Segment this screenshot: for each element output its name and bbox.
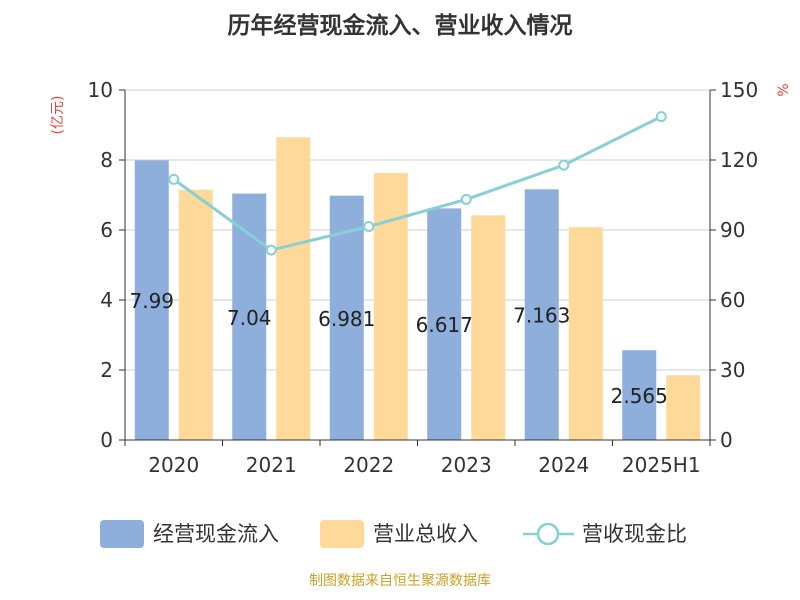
left-axis-tick-label: 10 (88, 78, 113, 102)
ratio-point (558, 159, 570, 171)
bar-revenue (178, 189, 213, 440)
bar-revenue (471, 215, 506, 440)
bar-revenue (568, 227, 603, 440)
chart-title: 历年经营现金流入、营业收入情况 (228, 12, 573, 39)
bar-cash-inflow (134, 160, 169, 440)
legend-label-revenue: 营业总收入 (373, 522, 478, 546)
ratio-point (460, 193, 472, 205)
bar-cash-inflow (427, 208, 462, 440)
left-axis-tick-label: 6 (100, 218, 113, 242)
left-axis-unit: (亿元) (50, 96, 66, 135)
legend-swatch-revenue (320, 520, 364, 548)
left-axis-tick-label: 2 (100, 358, 113, 382)
right-axis-tick-label: 150 (720, 78, 758, 102)
data-labels: 7.99 7.04 6.981 6.617 7.163 2.565 (129, 289, 667, 408)
left-axis-tick-label: 4 (100, 288, 113, 312)
ratio-point (655, 111, 667, 123)
legend-label-ratio: 营收现金比 (582, 522, 687, 546)
left-axis-tick-label: 8 (100, 148, 113, 172)
x-axis-tick-label: 2025H1 (622, 453, 701, 477)
ratio-line-path (172, 115, 662, 252)
data-label-cash-inflow: 7.163 (513, 304, 570, 328)
x-axis-tick-label: 2023 (441, 453, 492, 477)
axes: 0 2 4 6 8 10 0 30 60 90 120 150 2020 2021 2022 2023 2024… (88, 78, 759, 477)
x-axis-tick-label: 2024 (538, 453, 589, 477)
right-axis-tick-label: 30 (720, 358, 745, 382)
data-label-cash-inflow: 7.99 (129, 289, 174, 313)
legend: 经营现金流入 营业总收入 营收现金比 (100, 520, 687, 548)
right-axis-unit: % (776, 83, 792, 96)
bar-revenue (373, 172, 408, 440)
right-axis-tick-label: 60 (720, 288, 745, 312)
bars (134, 137, 701, 440)
bar-cash-inflow (524, 189, 559, 440)
bar-cash-inflow (622, 350, 657, 440)
bar-revenue (666, 375, 701, 440)
left-axis-tick-label: 0 (100, 428, 113, 452)
x-axis-tick-label: 2022 (343, 453, 394, 477)
data-label-cash-inflow: 6.981 (318, 307, 375, 331)
legend-swatch-cash-inflow (100, 520, 144, 548)
right-axis-tick-label: 0 (720, 428, 733, 452)
data-label-cash-inflow: 7.04 (227, 306, 272, 330)
data-label-cash-inflow: 6.617 (416, 313, 473, 337)
bar-cash-inflow (329, 195, 364, 440)
ratio-point (265, 244, 277, 256)
ratio-point (168, 173, 180, 185)
grid (125, 89, 710, 371)
bar-revenue (276, 137, 311, 440)
x-axis-tick-label: 2021 (246, 453, 297, 477)
legend-marker-ratio (536, 522, 560, 546)
source-note: 制图数据来自恒生聚源数据库 (309, 573, 491, 589)
ratio-point (363, 221, 375, 232)
right-axis-tick-label: 90 (720, 218, 745, 242)
right-axis-tick-label: 120 (720, 148, 758, 172)
legend-label-cash-inflow: 经营现金流入 (153, 522, 279, 546)
x-axis-tick-label: 2020 (148, 453, 199, 477)
data-label-cash-inflow: 2.565 (611, 384, 668, 408)
ratio-line (168, 111, 667, 256)
